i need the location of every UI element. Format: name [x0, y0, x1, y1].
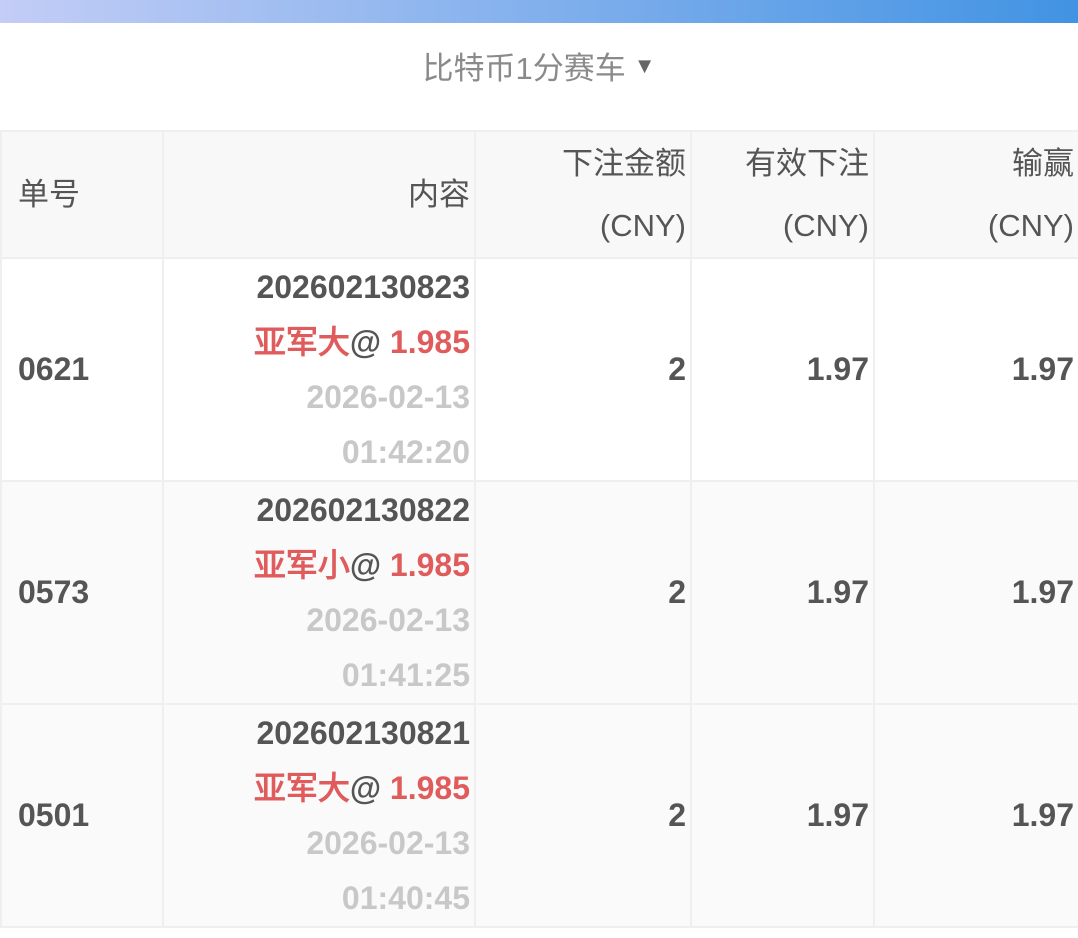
col-header-valid: 有效下注 (CNY) [690, 130, 875, 259]
order-id: 0621 [0, 257, 164, 482]
odds: 1.985 [389, 769, 470, 806]
bet-type: 亚军小 [253, 546, 350, 583]
at-sign: @ [349, 769, 382, 806]
bet-content: 202602130822 亚军小@ 1.985 2026-02-13 01:41… [162, 480, 476, 705]
bet-date: 2026-02-13 [306, 824, 470, 861]
at-sign: @ [349, 546, 382, 583]
game-selector[interactable]: 比特币1分赛车 ▼ [0, 23, 1078, 130]
valid-bet: 1.97 [690, 257, 875, 482]
caret-down-icon: ▼ [633, 52, 656, 78]
bet-time: 01:41:25 [341, 656, 470, 693]
at-sign: @ [349, 323, 382, 360]
bet-date: 2026-02-13 [306, 378, 470, 415]
bet-type: 亚军大 [253, 769, 350, 806]
issue-number: 202602130821 [256, 714, 470, 751]
bet-type: 亚军大 [253, 323, 350, 360]
bet-records-table: 单号 内容 下注金额 (CNY) 有效下注 (CNY) 输赢 (CNY) 0621 2… [0, 130, 1078, 928]
col-header-id: 单号 [0, 130, 164, 259]
order-id: 0573 [0, 480, 164, 705]
col-header-amount: 下注金额 (CNY) [474, 130, 692, 259]
table-row[interactable]: 0573 202602130822 亚军小@ 1.985 2026-02-13 … [0, 480, 1078, 705]
bet-amount: 2 [474, 257, 692, 482]
issue-number: 202602130823 [256, 268, 470, 305]
table-row[interactable]: 0501 202602130821 亚军大@ 1.985 2026-02-13 … [0, 703, 1078, 928]
col-header-content: 内容 [162, 130, 476, 259]
odds: 1.985 [389, 323, 470, 360]
valid-bet: 1.97 [690, 480, 875, 705]
bet-time: 01:40:45 [341, 879, 470, 916]
odds: 1.985 [389, 546, 470, 583]
win-loss: 1.97 [873, 480, 1078, 705]
issue-number: 202602130822 [256, 491, 470, 528]
win-loss: 1.97 [873, 257, 1078, 482]
bet-amount: 2 [474, 703, 692, 928]
win-loss: 1.97 [873, 703, 1078, 928]
bet-content: 202602130821 亚军大@ 1.985 2026-02-13 01:40… [162, 703, 476, 928]
col-header-winloss: 输赢 (CNY) [873, 130, 1078, 259]
table-row[interactable]: 0621 202602130823 亚军大@ 1.985 2026-02-13 … [0, 257, 1078, 482]
valid-bet: 1.97 [690, 703, 875, 928]
top-gradient-bar [0, 0, 1078, 23]
bet-date: 2026-02-13 [306, 601, 470, 638]
bet-time: 01:42:20 [341, 433, 470, 470]
bet-amount: 2 [474, 480, 692, 705]
bet-content: 202602130823 亚军大@ 1.985 2026-02-13 01:42… [162, 257, 476, 482]
game-title: 比特币1分赛车 [422, 51, 626, 86]
order-id: 0501 [0, 703, 164, 928]
table-header: 单号 内容 下注金额 (CNY) 有效下注 (CNY) 输赢 (CNY) [0, 130, 1078, 259]
